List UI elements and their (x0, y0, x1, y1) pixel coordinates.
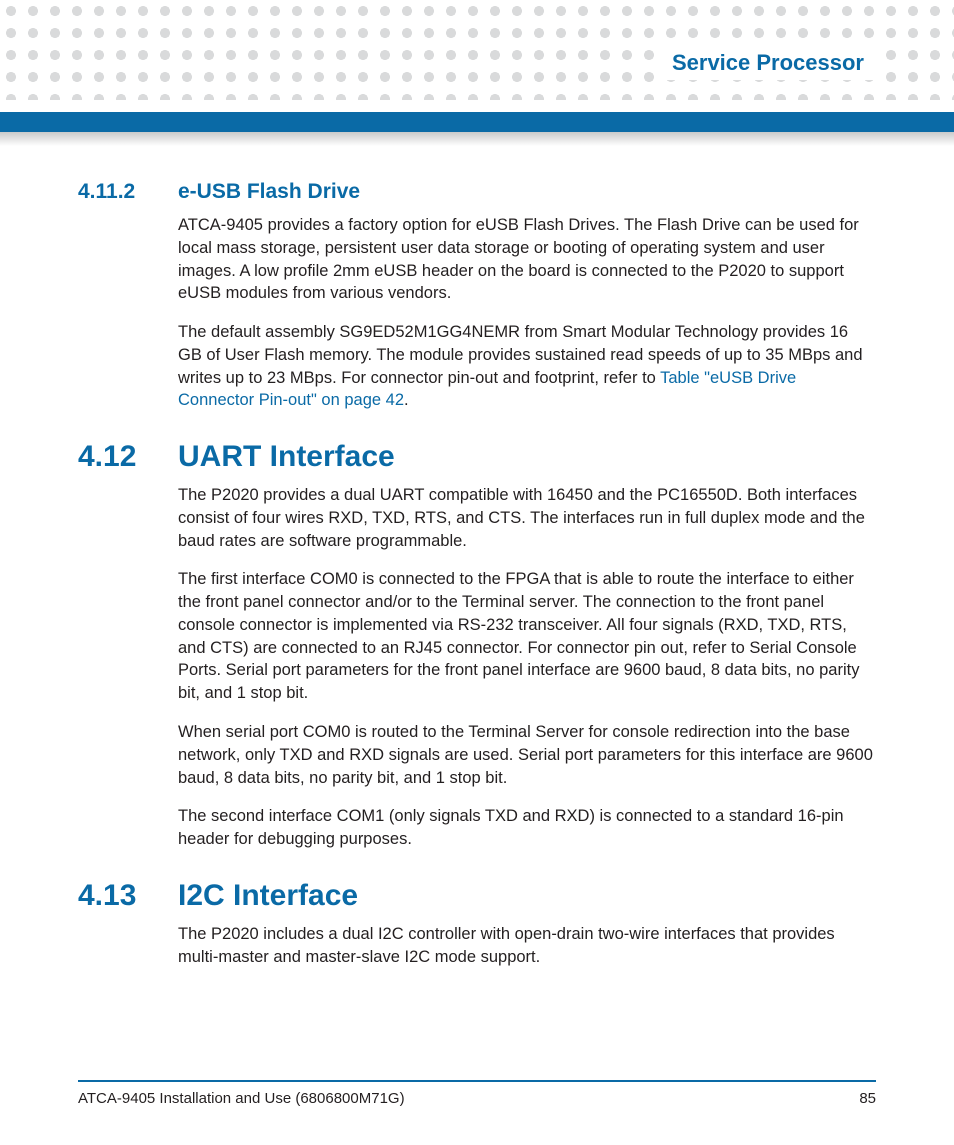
text-run: The first interface COM0 is connected to… (178, 570, 859, 702)
text-run: When serial port COM0 is routed to the T… (178, 723, 873, 787)
section: 4.12UART Interface The P2020 provides a d… (78, 440, 876, 851)
paragraph: When serial port COM0 is routed to the T… (178, 721, 876, 789)
section-heading: 4.12UART Interface (78, 440, 876, 474)
section-number: 4.12 (78, 440, 178, 474)
section-title: I2C Interface (178, 879, 358, 913)
text-run: The P2020 provides a dual UART compatibl… (178, 486, 865, 550)
page-content: 4.11.2e-USB Flash Drive ATCA-9405 provide… (78, 180, 876, 1055)
page-footer: ATCA-9405 Installation and Use (6806800M… (78, 1080, 876, 1107)
paragraph: ATCA-9405 provides a factory option for … (178, 214, 876, 305)
section-number: 4.13 (78, 879, 178, 913)
text-run: ATCA-9405 provides a factory option for … (178, 216, 859, 302)
paragraph: The P2020 provides a dual UART compatibl… (178, 484, 876, 552)
section-heading: 4.13I2C Interface (78, 879, 876, 913)
text-run: The second interface COM1 (only signals … (178, 807, 844, 848)
paragraph: The second interface COM1 (only signals … (178, 805, 876, 851)
section-title: e-USB Flash Drive (178, 180, 360, 204)
paragraph: The first interface COM0 is connected to… (178, 568, 876, 705)
paragraph: The P2020 includes a dual I2C controller… (178, 923, 876, 969)
section: 4.13I2C Interface The P2020 includes a du… (78, 879, 876, 969)
text-run: . (404, 391, 409, 409)
footer-doc-title: ATCA-9405 Installation and Use (6806800M… (78, 1090, 405, 1107)
section-title: UART Interface (178, 440, 395, 474)
section-heading: 4.11.2e-USB Flash Drive (78, 180, 876, 204)
text-run: The P2020 includes a dual I2C controller… (178, 925, 835, 966)
header-blue-bar (0, 112, 954, 132)
header-shadow (0, 132, 954, 146)
paragraph: The default assembly SG9ED52M1GG4NEMR fr… (178, 321, 876, 412)
section: 4.11.2e-USB Flash Drive ATCA-9405 provide… (78, 180, 876, 412)
chapter-title: Service Processor (662, 46, 874, 80)
section-number: 4.11.2 (78, 180, 178, 204)
footer-page-number: 85 (859, 1090, 876, 1107)
